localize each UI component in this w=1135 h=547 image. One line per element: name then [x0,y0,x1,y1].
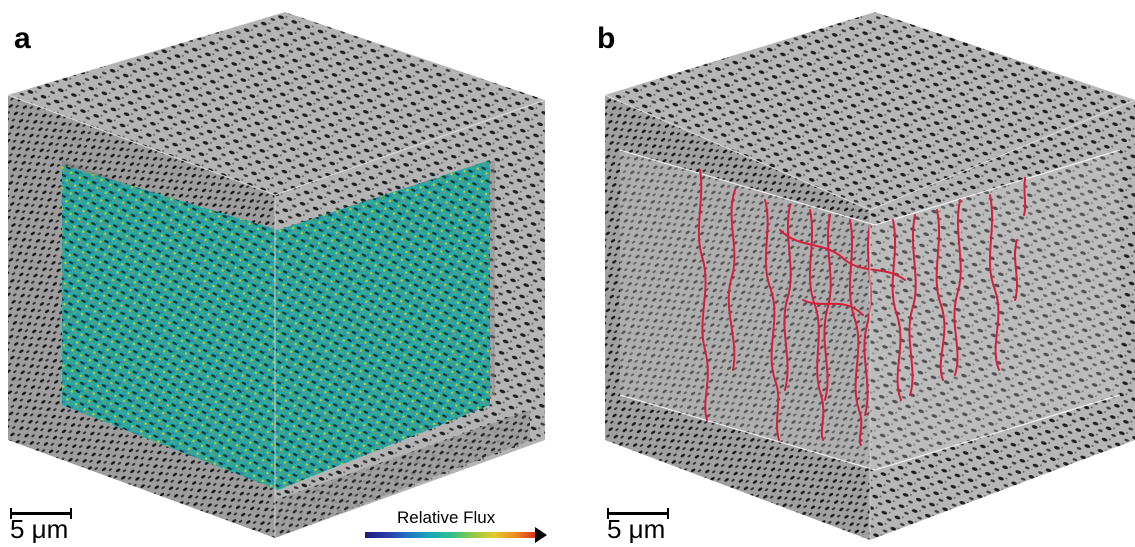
cube-top-face [8,12,545,195]
relative-flux-surface [62,165,278,490]
panel-label: b [597,22,616,55]
scale-bar-line [10,512,72,515]
porous-cube-render-b [604,12,1135,540]
panel-b: b 5 μm [575,0,1135,547]
scale-bar-label: 5 μm [607,514,666,544]
legend-title: Relative Flux [397,508,496,527]
scale-bar-label: 5 μm [10,514,69,544]
flux-colorbar [365,532,537,538]
pore-pathlines [697,169,1027,446]
scale-bar-line [607,512,669,515]
panel-a: a 5 μm Relative Flux [0,0,560,547]
porous-cube-render-a [7,12,546,538]
arrow-right-icon [535,527,547,543]
panel-label: a [14,22,31,55]
flux-legend: Relative Flux [365,508,550,544]
